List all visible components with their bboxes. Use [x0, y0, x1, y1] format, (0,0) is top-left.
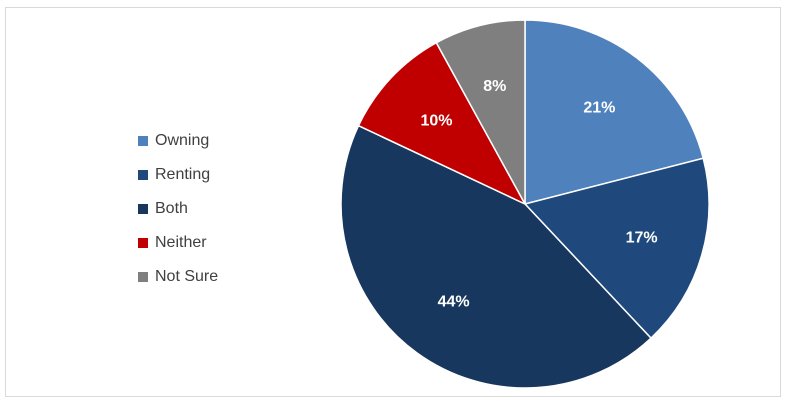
data-label-both: 44%	[438, 294, 470, 311]
legend-item-renting: Renting	[138, 158, 278, 192]
legend-item-not-sure: Not Sure	[138, 260, 278, 294]
legend-swatch-neither	[138, 238, 148, 248]
legend-label-both: Both	[155, 200, 188, 217]
pie-slice-both	[340, 124, 653, 389]
pie-slice-owning	[524, 19, 705, 205]
legend-swatch-renting	[138, 170, 148, 180]
legend-label-owning: Owning	[155, 132, 210, 149]
data-label-owning: 21%	[583, 100, 615, 117]
legend-item-neither: Neither	[138, 226, 278, 260]
legend-label-renting: Renting	[155, 166, 211, 183]
legend-item-owning: Owning	[138, 124, 278, 158]
legend-swatch-not-sure	[138, 272, 148, 282]
pie-slices	[340, 19, 710, 389]
pie-slice-not-sure	[435, 19, 526, 205]
data-label-neither: 10%	[420, 112, 452, 129]
legend-label-neither: Neither	[155, 234, 207, 251]
legend-swatch-owning	[138, 136, 148, 146]
legend-item-both: Both	[138, 192, 278, 226]
legend-label-not-sure: Not Sure	[155, 268, 219, 285]
pie-data-labels: 21% 17% 44% 10% 8%	[420, 78, 657, 311]
pie-slice-neither	[357, 41, 527, 206]
chart-legend: Owning Renting Both Neither Not Sure	[138, 124, 278, 294]
data-label-not-sure: 8%	[483, 78, 506, 95]
pie-slice-renting	[523, 157, 710, 340]
legend-swatch-both	[138, 204, 148, 214]
data-label-renting: 17%	[626, 229, 658, 246]
